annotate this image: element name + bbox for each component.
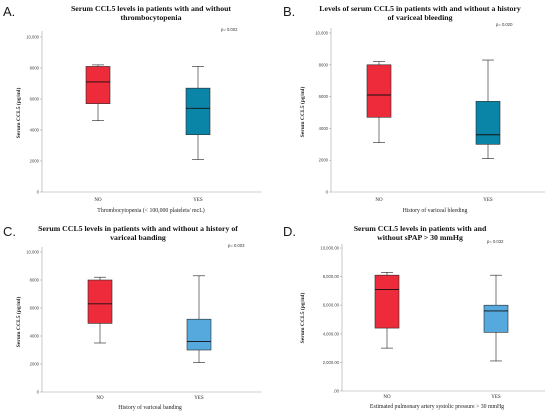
box-no — [374, 274, 400, 329]
y-tick-label: .00 — [333, 389, 339, 394]
x-category-label: YES — [491, 395, 501, 400]
p-value-annotation: p= 0.020 — [496, 22, 513, 27]
box-no — [366, 64, 392, 118]
panel-label: B. — [283, 4, 295, 19]
x-axis-label: History of variceal banding — [118, 404, 182, 411]
x-axis-label: Thrombocytopenia (< 100,000 platelets/ m… — [97, 207, 204, 214]
chart-title-line-1: Levels of serum CCL5 in patients with an… — [319, 4, 521, 13]
y-tick-label: 4000 — [30, 334, 40, 339]
panel-c: C. Serum CCL5 levels in patients with an… — [3, 224, 262, 411]
box-no — [85, 66, 111, 104]
y-axis-label: Serum CCL5 (pg/ml) — [15, 297, 22, 348]
box-yes — [186, 318, 212, 351]
chart-title-line-1: Serum CCL5 levels in patients with and w… — [71, 4, 231, 13]
box-yes — [475, 101, 501, 145]
chart-title-line-2: of variceal bleeding — [388, 13, 453, 22]
x-axis-label: Estimated pulmonary artery systolic pres… — [370, 404, 504, 410]
y-tick-label: 10,000 — [26, 35, 39, 40]
y-tick-label: 6,000.00 — [323, 303, 340, 308]
panel-a: A. Serum CCL5 levels in patients with an… — [3, 4, 262, 214]
p-value-annotation: p= 0.032 — [487, 239, 504, 244]
plot-area: 0 2000 4000 6000 8000 10,000 NO YES — [315, 28, 545, 203]
y-tick-label: 8000 — [319, 62, 329, 67]
y-tick-label: 6000 — [30, 306, 40, 311]
x-category-label: YES — [194, 396, 204, 401]
y-axis-label: Serum CCL5 (pg/ml) — [299, 87, 306, 138]
chart-title-line-2: without sPAP > 30 mmHg — [377, 233, 463, 242]
x-category-label: NO — [96, 396, 104, 401]
panel-label: A. — [3, 4, 15, 19]
y-tick-label: 2000 — [319, 158, 329, 163]
box-yes — [483, 304, 509, 333]
y-tick-label: 0 — [37, 190, 40, 195]
panel-d: D. Serum CCL5 levels in patients with an… — [283, 224, 545, 410]
y-tick-label: 8,000.00 — [323, 274, 340, 279]
panel-label: C. — [3, 224, 16, 239]
x-category-label: YES — [483, 198, 493, 203]
chart-title-line-2: thrombocytopenia — [121, 13, 182, 22]
y-tick-label: 10,000.00 — [320, 246, 339, 251]
y-tick-label: 8000 — [30, 66, 40, 71]
box-yes — [185, 87, 211, 135]
x-category-label: NO — [383, 395, 391, 400]
panel-label: D. — [283, 224, 296, 239]
x-category-label: NO — [94, 198, 102, 203]
panel-b: B. Levels of serum CCL5 in patients with… — [283, 4, 545, 214]
x-category-label: NO — [375, 198, 383, 203]
chart-title-line-1: Serum CCL5 levels in patients with and w… — [38, 224, 238, 233]
y-tick-label: 8000 — [30, 278, 40, 283]
y-tick-label: 0 — [37, 390, 40, 395]
y-tick-label: 2000 — [30, 362, 40, 367]
y-tick-label: 6000 — [30, 97, 40, 102]
plot-area: 0 2000 4000 6000 8000 10,000 NO YES — [26, 247, 262, 401]
box-no — [87, 279, 113, 324]
y-tick-label: 4000 — [319, 126, 329, 131]
y-tick-label: 0 — [326, 190, 329, 195]
p-value-annotation: p= 0.003 — [228, 243, 245, 248]
plot-area: .00 2,000.00 4,000.00 6,000.00 8,000.00 10,00… — [320, 244, 545, 400]
y-tick-label: 6000 — [319, 94, 329, 99]
y-axis-label: Serum CCL5 (pg/ml) — [15, 88, 22, 139]
y-tick-label: 2000 — [30, 159, 40, 164]
y-tick-label: 10,000 — [315, 31, 328, 36]
x-category-label: YES — [193, 198, 203, 203]
p-value-annotation: p= 0.002 — [221, 27, 238, 32]
y-tick-label: 10,000 — [26, 250, 39, 255]
x-axis-label: History of variceal bleeding — [403, 207, 468, 214]
y-tick-label: 4,000.00 — [323, 331, 340, 336]
plot-area: 0 2000 4000 6000 8000 10,000 NO YES — [26, 31, 262, 203]
y-axis-label: Serum CCL5 (pg/ml) — [299, 293, 306, 344]
chart-title-line-1: Serum CCL5 levels in patients with and — [354, 224, 487, 233]
chart-title-line-2: variceal banding — [110, 233, 166, 242]
y-tick-label: 4000 — [30, 128, 40, 133]
y-tick-label: 2,000.00 — [323, 360, 340, 365]
